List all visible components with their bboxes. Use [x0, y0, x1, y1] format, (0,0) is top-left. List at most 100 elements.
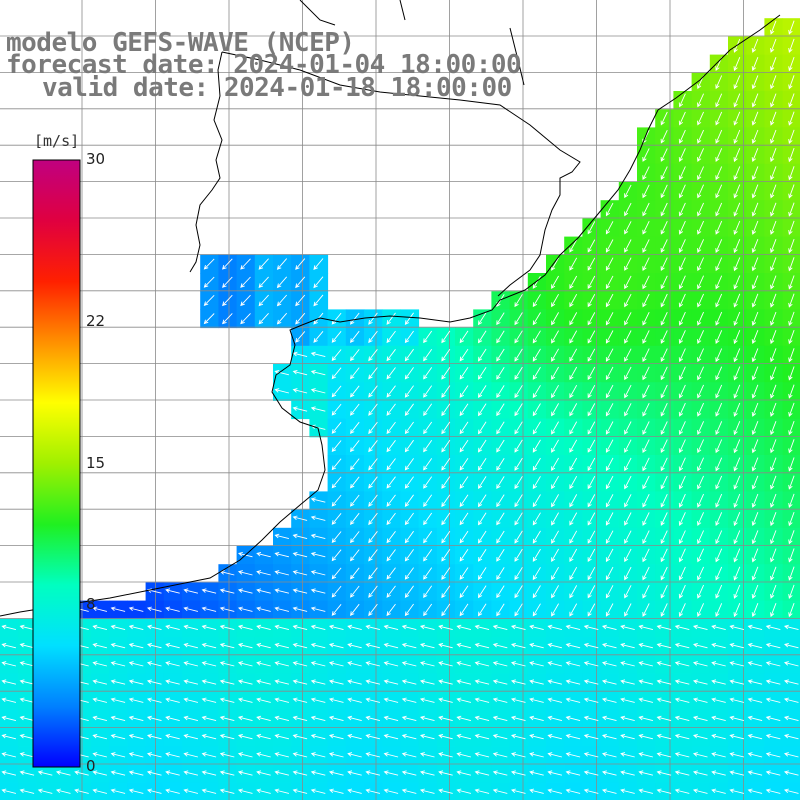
wind-arrow: [386, 458, 396, 471]
wind-arrow: [715, 93, 723, 108]
wind-arrow: [678, 421, 686, 435]
wind-arrow: [310, 515, 326, 521]
wind-arrow: [551, 403, 559, 417]
wind-arrow: [551, 439, 559, 453]
wind-arrow: [365, 733, 381, 740]
wind-arrow: [201, 733, 217, 740]
wind-arrow: [770, 421, 777, 436]
wind-arrow: [747, 679, 763, 685]
wind-arrow: [765, 770, 781, 776]
wind-arrow: [532, 603, 541, 617]
wind-arrow: [678, 202, 686, 217]
wind-arrow: [368, 385, 378, 398]
wind-arrow: [423, 403, 433, 416]
wind-arrow: [456, 642, 472, 649]
wind-arrow: [365, 715, 381, 722]
wind-arrow: [350, 476, 360, 489]
wind-arrow: [565, 752, 581, 758]
wind-arrow: [660, 366, 668, 381]
wind-arrow: [587, 512, 596, 526]
wind-arrow: [313, 331, 324, 343]
wind-arrow: [551, 494, 559, 508]
wind-arrow: [477, 366, 487, 380]
wind-arrow: [201, 770, 217, 776]
wind-arrow: [404, 494, 414, 507]
wind-arrow: [92, 679, 108, 685]
wind-arrow: [456, 733, 472, 740]
wind-arrow: [697, 111, 705, 126]
wind-arrow: [711, 697, 726, 703]
wind-arrow: [459, 603, 469, 617]
wind-arrow: [183, 752, 199, 758]
wind-arrow: [620, 679, 635, 685]
wind-arrow: [715, 493, 723, 508]
wind-arrow: [788, 457, 795, 472]
wind-arrow: [331, 513, 342, 525]
wind-arrow: [331, 567, 342, 580]
wind-arrow: [401, 624, 417, 631]
wind-arrow: [692, 697, 708, 703]
wind-arrow: [347, 624, 362, 631]
wind-arrow: [678, 293, 686, 308]
wind-arrow: [788, 75, 795, 90]
wind-arrow: [697, 402, 705, 417]
wind-arrow: [240, 294, 251, 307]
wind-arrow: [660, 403, 668, 417]
wind-arrow: [274, 606, 290, 612]
wind-arrow: [788, 530, 795, 545]
wind-arrow: [459, 549, 469, 562]
wind-arrow: [1, 733, 17, 740]
wind-arrow: [347, 661, 362, 667]
wind-arrow: [477, 494, 487, 508]
wind-arrow: [438, 679, 453, 685]
wind-arrow: [624, 366, 632, 381]
wind-arrow: [605, 494, 614, 508]
colorbar-tick-30: 30: [86, 150, 106, 168]
wind-arrow: [605, 603, 614, 617]
wind-arrow: [660, 257, 668, 272]
wind-arrow: [642, 548, 650, 563]
wind-arrow: [678, 439, 686, 454]
wind-arrow: [237, 606, 253, 612]
wind-arrow: [642, 293, 650, 308]
wind-arrow: [237, 788, 253, 794]
wind-arrow: [128, 661, 144, 667]
wind-arrow: [165, 697, 180, 703]
wind-arrow: [423, 494, 433, 507]
wind-arrow: [514, 366, 523, 380]
wind-arrow: [715, 512, 723, 526]
wind-arrow: [587, 221, 596, 235]
wind-arrow: [729, 624, 745, 631]
wind-arrow: [368, 458, 378, 471]
wind-arrow: [624, 585, 632, 599]
wind-arrow: [92, 661, 108, 667]
wind-arrow: [237, 715, 253, 722]
wind-arrow: [765, 733, 781, 740]
wind-arrow: [678, 603, 686, 617]
wind-arrow: [605, 585, 614, 599]
wind-arrow: [331, 349, 342, 362]
wind-arrow: [331, 403, 342, 416]
wind-arrow: [386, 531, 396, 544]
wind-arrow: [350, 440, 360, 453]
wind-arrow: [532, 312, 541, 326]
wind-arrow: [715, 293, 723, 308]
wind-arrow: [565, 679, 581, 685]
wind-arrow: [788, 38, 795, 53]
wind-arrow: [92, 752, 108, 758]
wind-arrow: [256, 733, 271, 740]
wind-arrow: [583, 715, 599, 722]
wind-arrow: [438, 697, 453, 703]
wind-arrow: [660, 202, 668, 217]
wind-arrow: [256, 752, 271, 758]
wind-arrow: [459, 385, 469, 398]
wind-arrow: [642, 221, 650, 235]
wind-arrow: [678, 548, 686, 563]
wind-arrow: [423, 458, 433, 471]
wind-arrow: [569, 494, 578, 508]
wind-arrow: [328, 788, 344, 794]
wind-arrow: [656, 770, 672, 776]
wind-arrow: [274, 752, 290, 758]
wind-arrow: [770, 57, 777, 72]
wind-arrow: [551, 330, 559, 344]
